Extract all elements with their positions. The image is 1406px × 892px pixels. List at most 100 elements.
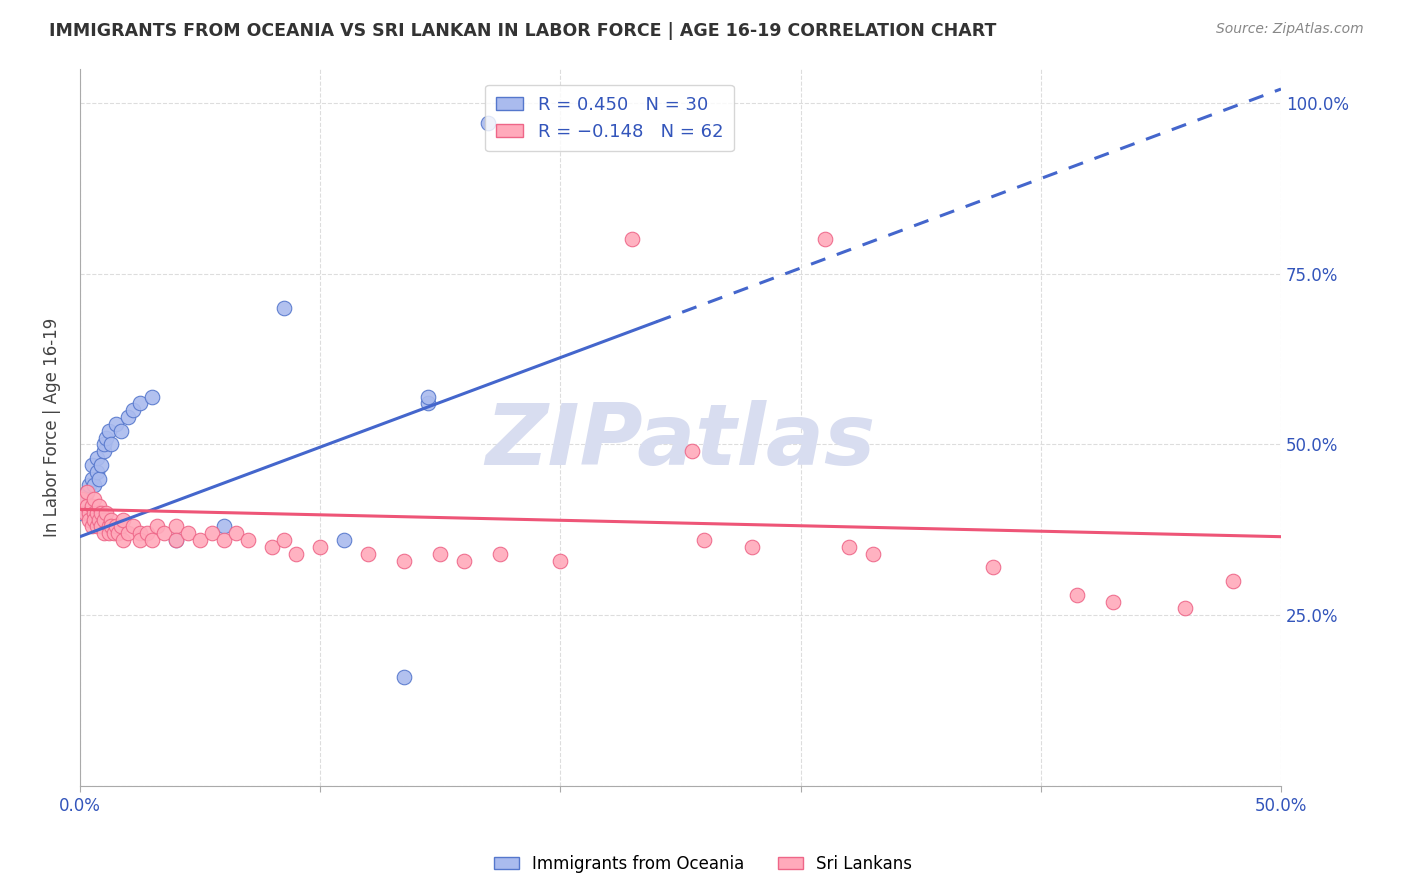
Point [429, 547, 451, 561]
Point [285, 547, 308, 561]
Point [96, 506, 118, 520]
Point [83, 492, 105, 507]
Point [129, 396, 152, 410]
Point [141, 533, 163, 547]
Point [813, 232, 835, 246]
Point [104, 519, 127, 533]
Point [236, 533, 259, 547]
Point [87, 472, 110, 486]
Point [273, 533, 295, 547]
Point [86, 519, 108, 533]
Point [129, 526, 152, 541]
Point [73, 492, 96, 507]
Legend: R = 0.450   N = 30, R = −0.148   N = 62: R = 0.450 N = 30, R = −0.148 N = 62 [485, 85, 734, 152]
Point [83, 513, 105, 527]
Point [741, 540, 763, 554]
Point [260, 540, 283, 554]
Point [97, 519, 120, 533]
Point [86, 451, 108, 466]
Point [357, 547, 380, 561]
Legend: Immigrants from Oceania, Sri Lankans: Immigrants from Oceania, Sri Lankans [488, 848, 918, 880]
Point [80, 519, 103, 533]
Point [1101, 594, 1123, 608]
Point [418, 396, 440, 410]
Point [212, 533, 235, 547]
Point [97, 424, 120, 438]
Point [550, 553, 572, 567]
Point [90, 458, 112, 472]
Point [80, 499, 103, 513]
Point [93, 437, 115, 451]
Point [96, 431, 118, 445]
Point [418, 390, 440, 404]
Point [201, 526, 224, 541]
Point [862, 547, 884, 561]
Text: IMMIGRANTS FROM OCEANIA VS SRI LANKAN IN LABOR FORCE | AGE 16-19 CORRELATION CHA: IMMIGRANTS FROM OCEANIA VS SRI LANKAN IN… [49, 22, 997, 40]
Point [110, 424, 132, 438]
Point [100, 437, 122, 451]
Point [80, 472, 103, 486]
Point [107, 526, 129, 541]
Point [1174, 601, 1197, 615]
Point [145, 519, 167, 533]
Point [117, 526, 139, 541]
Point [80, 458, 103, 472]
Point [212, 519, 235, 533]
Point [79, 513, 101, 527]
Point [838, 540, 860, 554]
Point [103, 526, 125, 541]
Point [621, 232, 644, 246]
Point [72, 506, 94, 520]
Point [681, 444, 703, 458]
Point [86, 506, 108, 520]
Point [981, 560, 1004, 574]
Point [100, 513, 122, 527]
Point [273, 301, 295, 315]
Point [76, 485, 98, 500]
Point [165, 533, 187, 547]
Point [100, 519, 122, 533]
Point [110, 519, 132, 533]
Point [83, 478, 105, 492]
Y-axis label: In Labor Force | Age 16-19: In Labor Force | Age 16-19 [44, 318, 60, 537]
Point [165, 519, 187, 533]
Point [141, 390, 163, 404]
Point [225, 526, 247, 541]
Point [72, 492, 94, 507]
Point [1222, 574, 1244, 588]
Point [693, 533, 716, 547]
Point [93, 444, 115, 458]
Point [76, 485, 98, 500]
Point [165, 533, 187, 547]
Point [136, 526, 159, 541]
Point [453, 553, 475, 567]
Point [1066, 588, 1088, 602]
Text: Source: ZipAtlas.com: Source: ZipAtlas.com [1216, 22, 1364, 37]
Point [79, 478, 101, 492]
Point [112, 533, 135, 547]
Point [83, 506, 105, 520]
Point [112, 513, 135, 527]
Point [129, 533, 152, 547]
Point [73, 506, 96, 520]
Point [117, 410, 139, 425]
Point [333, 533, 356, 547]
Point [177, 526, 200, 541]
Point [93, 513, 115, 527]
Point [87, 499, 110, 513]
Point [392, 670, 415, 684]
Point [392, 553, 415, 567]
Point [90, 519, 112, 533]
Point [87, 513, 110, 527]
Point [121, 403, 143, 417]
Point [90, 506, 112, 520]
Point [86, 465, 108, 479]
Point [188, 533, 211, 547]
Text: ZIPatlas: ZIPatlas [485, 401, 876, 483]
Point [104, 417, 127, 431]
Point [76, 499, 98, 513]
Point [309, 540, 332, 554]
Point [79, 506, 101, 520]
Point [477, 116, 499, 130]
Point [121, 519, 143, 533]
